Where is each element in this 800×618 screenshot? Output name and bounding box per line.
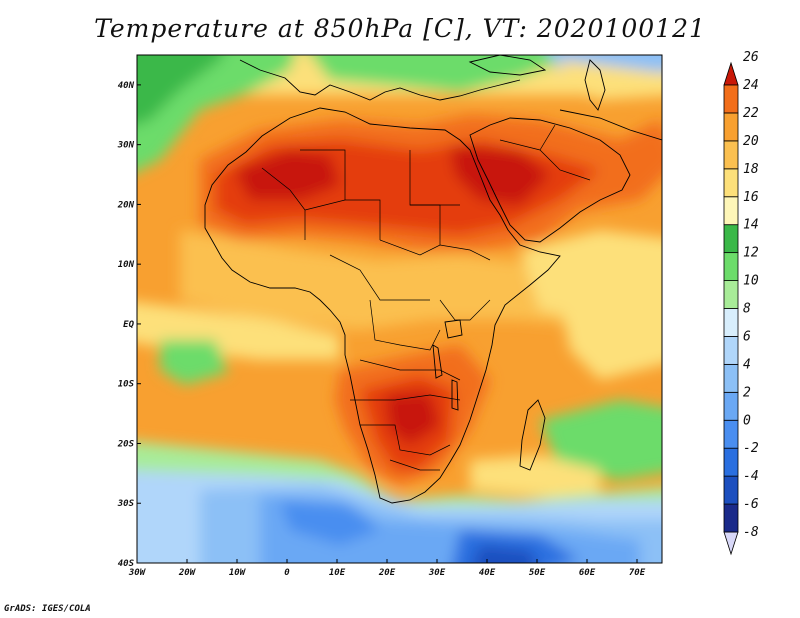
country-borders bbox=[261, 124, 591, 471]
colorbar-label: 26 bbox=[743, 50, 759, 65]
lat-tick-label: 20S bbox=[117, 439, 135, 449]
colorbar-swatch bbox=[723, 112, 739, 142]
colorbar-swatch bbox=[723, 196, 739, 226]
colorbar-swatch bbox=[723, 168, 739, 198]
colorbar-top-arrow bbox=[723, 61, 739, 86]
lat-tick-label: 10N bbox=[118, 260, 135, 270]
lon-tick-label: 50E bbox=[529, 568, 546, 578]
colorbar-label: 16 bbox=[743, 190, 759, 205]
lon-tick-label: 40E bbox=[479, 568, 496, 578]
map-frame bbox=[136, 54, 663, 564]
colorbar-swatch bbox=[723, 503, 739, 533]
colorbar-swatch bbox=[723, 140, 739, 170]
colorbar-label: 24 bbox=[743, 78, 759, 93]
lat-tick-label: 10S bbox=[118, 380, 135, 390]
lon-tick-label: 10E bbox=[329, 568, 346, 578]
africa-coastline bbox=[204, 107, 561, 504]
map-title: Temperature at 850hPa [C], VT: 202010012… bbox=[94, 14, 706, 43]
colorbar-swatch bbox=[723, 447, 739, 477]
colorbar-swatch bbox=[723, 224, 739, 254]
lon-tick-label: 70E bbox=[629, 568, 646, 578]
lon-tick-label: 30W bbox=[128, 568, 147, 578]
colorbar-swatch bbox=[723, 475, 739, 505]
axis-ticks: 30W 20W 10W 0 10E 20E 30E 40E 50E 60E 70E 40N 30N 20N… bbox=[117, 81, 646, 578]
colorbar-swatch bbox=[723, 84, 739, 114]
colorbar-swatch bbox=[723, 252, 739, 281]
colorbar-label: 0 bbox=[743, 413, 751, 428]
lat-tick-label: 40S bbox=[118, 559, 135, 569]
madagascar-coastline bbox=[519, 399, 546, 471]
colorbar-label: -4 bbox=[743, 469, 759, 484]
colorbar-label: -8 bbox=[743, 525, 759, 540]
colorbar-label: 12 bbox=[743, 246, 759, 261]
lon-tick-label: 10W bbox=[229, 568, 247, 578]
lat-tick-label: 30S bbox=[117, 499, 135, 509]
coastlines bbox=[204, 55, 662, 504]
lon-tick-label: 60E bbox=[579, 568, 596, 578]
colorbar-swatch bbox=[723, 308, 739, 337]
colorbar-label: -2 bbox=[743, 441, 759, 456]
lon-tick-label: 0 bbox=[284, 568, 290, 578]
lake-tanganyika bbox=[432, 344, 443, 379]
colorbar-label: 8 bbox=[743, 302, 751, 317]
colorbar-label: 4 bbox=[743, 357, 751, 372]
lake-malawi bbox=[451, 379, 459, 411]
iran-coastline bbox=[559, 109, 662, 141]
caspian-coastline bbox=[584, 59, 606, 111]
lon-tick-label: 20W bbox=[178, 568, 197, 578]
colorbar-bottom-arrow bbox=[723, 531, 739, 556]
colorbar-label: 22 bbox=[743, 106, 759, 121]
colorbar-label: -6 bbox=[743, 497, 759, 512]
lat-tick-label: 20N bbox=[117, 200, 135, 210]
colorbar-label: 18 bbox=[743, 162, 759, 177]
colorbar-label: 6 bbox=[743, 329, 751, 344]
lon-tick-label: 30E bbox=[428, 568, 446, 578]
temperature-field bbox=[137, 55, 662, 563]
colorbar-label: 2 bbox=[743, 385, 751, 400]
colorbar-label: 10 bbox=[743, 274, 759, 289]
lat-tick-label: EQ bbox=[123, 320, 134, 330]
colorbar-swatch bbox=[723, 363, 739, 393]
grads-credit: GrADS: IGES/COLA bbox=[4, 604, 91, 614]
colorbar-swatch bbox=[723, 280, 739, 309]
black-sea-coastline bbox=[468, 55, 547, 76]
colorbar-swatch bbox=[723, 419, 739, 449]
europe-coastline bbox=[239, 59, 521, 101]
colorbar-swatch bbox=[723, 391, 739, 421]
lat-tick-label: 30N bbox=[117, 141, 135, 151]
colorbar-label: 14 bbox=[743, 218, 759, 233]
lon-tick-label: 20E bbox=[378, 568, 396, 578]
lat-tick-label: 40N bbox=[118, 81, 135, 91]
lake-victoria bbox=[444, 319, 463, 339]
colorbar-label: 20 bbox=[743, 134, 759, 149]
colorbar-swatch bbox=[723, 336, 739, 365]
arabia-coastline bbox=[469, 117, 631, 243]
